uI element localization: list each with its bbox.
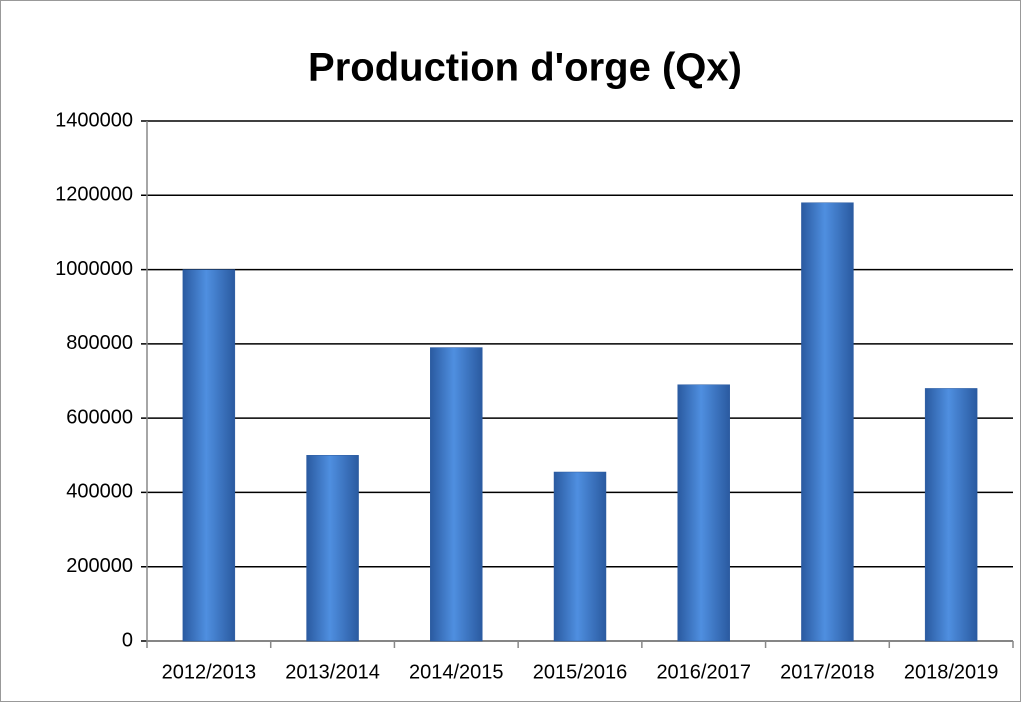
x-tick-label: 2012/2013 [162,661,257,683]
x-tick-label: 2015/2016 [533,661,628,683]
bar [924,388,978,642]
y-tick-label: 800000 [66,332,133,354]
y-tick-label: 400000 [66,481,133,503]
y-tick-label: 600000 [66,406,133,428]
x-tick-label: 2014/2015 [409,661,504,683]
x-tick-label: 2018/2019 [904,661,999,683]
bar [677,384,730,642]
y-tick-label: 1000000 [55,258,133,280]
x-tick-label: 2013/2014 [285,661,380,683]
bar [430,347,483,642]
chart-title: Production d'orge (Qx) [308,46,742,90]
bar [306,455,359,642]
y-tick-label: 0 [122,629,133,651]
y-tick-label: 1200000 [55,184,133,206]
bar [801,202,854,642]
bar [182,269,236,642]
x-tick-label: 2016/2017 [656,661,751,683]
bar [553,471,607,642]
y-tick-label: 1400000 [55,109,133,131]
x-tick-label: 2017/2018 [780,661,875,683]
y-tick-label: 200000 [66,555,133,577]
